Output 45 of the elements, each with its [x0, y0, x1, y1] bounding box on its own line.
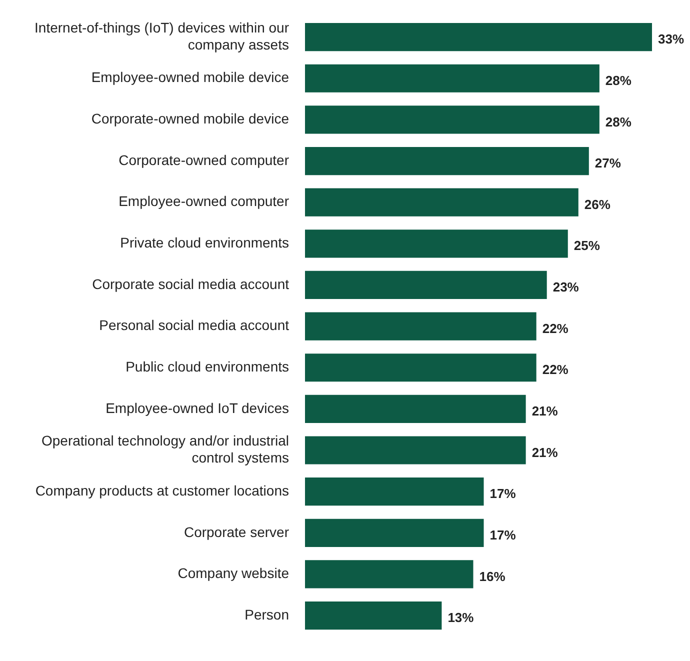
y-tick-label: Person: [244, 606, 289, 622]
y-tick-label: Company website: [178, 565, 290, 582]
y-tick-label: Corporate-owned computer: [118, 152, 290, 168]
y-tick-label: Public cloud environments: [126, 358, 289, 374]
bar: [305, 106, 600, 134]
bar: [305, 478, 484, 506]
data-label: 22%: [542, 320, 569, 336]
bar: [305, 230, 568, 258]
y-tick-label: Corporate server: [184, 524, 290, 540]
y-tick-label: Internet-of-things (IoT) devices within our company assets: [34, 20, 290, 52]
bar: [305, 354, 536, 382]
data-label: 17%: [490, 527, 516, 542]
y-tick-label: Operational technology and/or industrial control systems: [42, 432, 289, 466]
data-label: 17%: [490, 486, 516, 502]
data-label: 27%: [594, 156, 622, 171]
data-label: 22%: [542, 362, 569, 378]
bar: [305, 560, 474, 588]
data-label: 28%: [605, 72, 632, 88]
y-tick-label: Private cloud environments: [120, 234, 289, 251]
bar: [305, 518, 484, 547]
bar: [305, 188, 578, 216]
data-label: 26%: [584, 196, 611, 212]
bar: [305, 436, 526, 464]
bar: [305, 312, 536, 340]
data-label: 21%: [532, 444, 558, 460]
data-label: 33%: [658, 32, 684, 47]
data-label: 23%: [552, 280, 580, 295]
y-tick-label: Corporate-owned mobile device: [91, 110, 290, 127]
bar: [305, 146, 589, 176]
data-label: 25%: [574, 238, 600, 254]
data-label: 13%: [448, 610, 474, 626]
bar: [305, 601, 442, 630]
bar: [305, 394, 526, 423]
bar: [305, 64, 600, 92]
y-tick-label: Employee-owned IoT devices: [106, 400, 289, 416]
y-tick-label: Employee-owned mobile device: [91, 69, 290, 86]
y-tick-label: Corporate social media account: [92, 276, 290, 292]
data-label: 21%: [532, 404, 558, 419]
bar: [305, 270, 547, 300]
y-tick-label: Company products at customer locations: [35, 482, 289, 498]
y-tick-label: Personal social media account: [99, 317, 290, 334]
data-label: 16%: [479, 568, 506, 584]
data-label: 28%: [605, 114, 632, 130]
bar: [305, 23, 652, 52]
y-tick-label: Employee-owned computer: [118, 193, 290, 210]
